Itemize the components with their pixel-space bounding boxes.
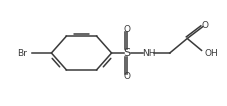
Text: Br: Br bbox=[17, 49, 27, 57]
Text: O: O bbox=[123, 72, 131, 81]
Text: S: S bbox=[123, 48, 131, 58]
Text: OH: OH bbox=[205, 49, 218, 57]
Text: O: O bbox=[123, 25, 131, 34]
Text: NH: NH bbox=[142, 49, 155, 57]
Text: O: O bbox=[201, 21, 208, 30]
